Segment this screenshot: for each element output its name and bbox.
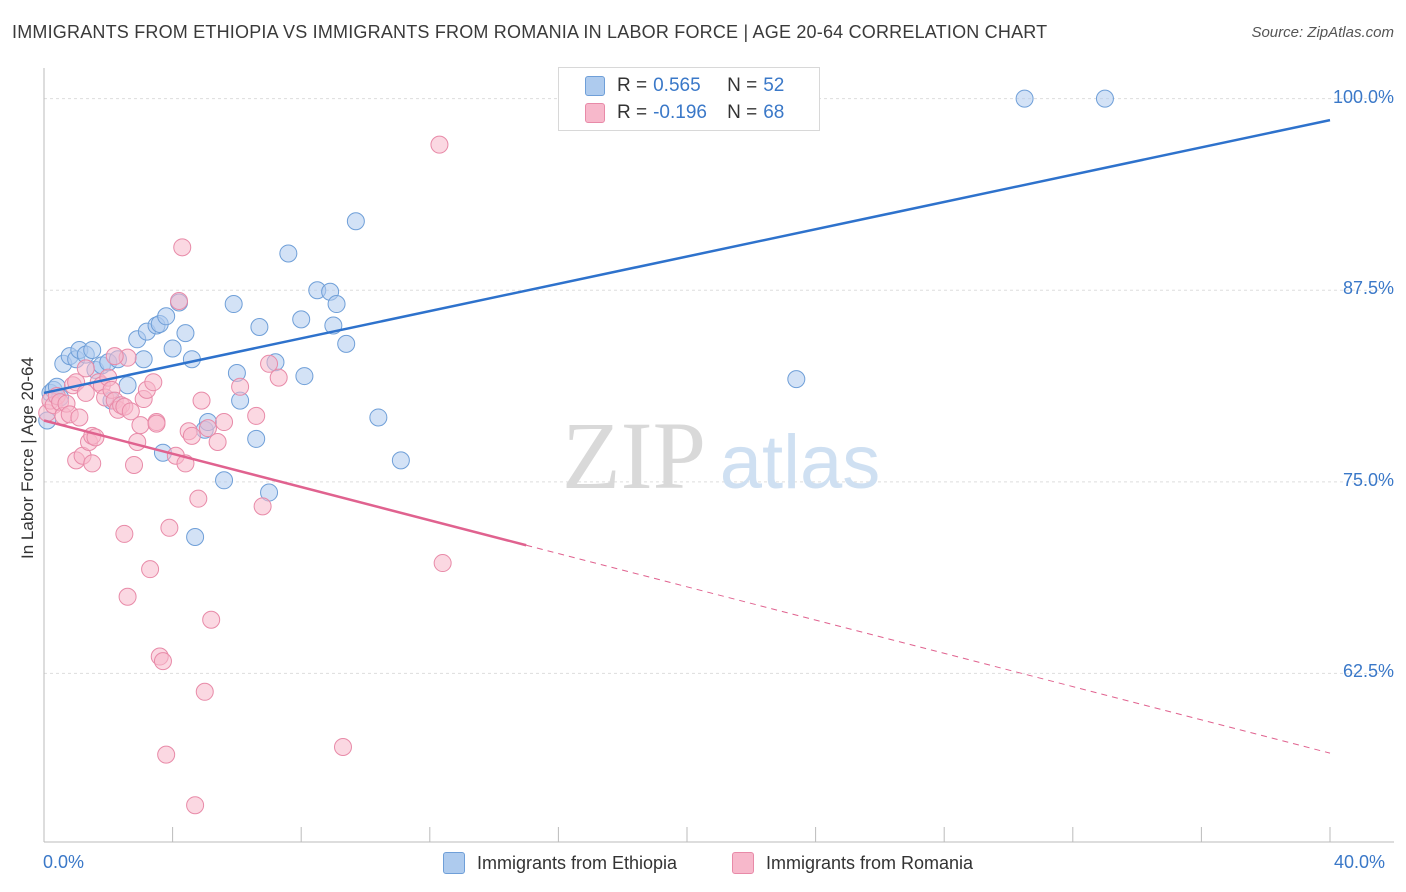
series-legend-ethiopia: Immigrants from Ethiopia: [443, 852, 677, 874]
legend-n-label: N =: [727, 75, 758, 96]
point-ethiopia: [186, 527, 205, 546]
point-ethiopia: [346, 212, 365, 231]
legend-r-label: R =: [617, 102, 648, 123]
trend-line-romania: [43, 419, 527, 547]
point-romania: [76, 359, 95, 378]
point-ethiopia: [279, 244, 298, 263]
point-ethiopia: [369, 408, 388, 427]
point-ethiopia: [295, 367, 314, 386]
point-romania: [430, 135, 449, 154]
point-romania: [215, 413, 234, 432]
trend-line-ethiopia: [43, 118, 1331, 395]
x-tick-label-max: 40.0%: [1334, 852, 1386, 872]
chart-source: Source: ZipAtlas.com: [1251, 24, 1394, 41]
point-ethiopia: [215, 471, 234, 490]
legend-n-value: 68: [763, 102, 785, 123]
series-legend-romania: Immigrants from Romania: [732, 852, 973, 874]
point-romania: [157, 745, 176, 764]
y-tick-label: 75.0%: [1342, 469, 1394, 490]
series-label-ethiopia: Immigrants from Ethiopia: [477, 852, 678, 873]
point-ethiopia: [1015, 89, 1034, 108]
point-ethiopia: [1095, 89, 1114, 108]
point-romania: [160, 518, 179, 537]
point-ethiopia: [337, 334, 356, 353]
y-tick-label: 87.5%: [1342, 278, 1394, 299]
point-romania: [208, 432, 227, 451]
watermark: ZIP atlas: [562, 402, 880, 509]
grid-lines: [44, 98, 1394, 674]
point-romania: [83, 454, 102, 473]
point-romania: [260, 354, 279, 373]
series-swatch-ethiopia: [443, 852, 465, 874]
point-ethiopia: [787, 370, 806, 389]
point-romania: [269, 368, 288, 387]
point-romania: [131, 416, 150, 435]
point-romania: [153, 652, 172, 671]
series-swatch-romania: [732, 852, 754, 874]
point-romania: [186, 796, 205, 815]
point-romania: [70, 408, 89, 427]
axes: [43, 68, 1394, 843]
legend-row-ethiopia: R = 0.565 N = 52: [585, 74, 784, 98]
legend-n-label: N =: [727, 102, 758, 123]
point-romania: [125, 455, 144, 474]
point-ethiopia: [118, 376, 137, 395]
point-ethiopia: [157, 307, 176, 326]
point-ethiopia: [134, 350, 153, 369]
point-romania: [189, 489, 208, 508]
point-ethiopia: [391, 451, 410, 470]
point-ethiopia: [176, 324, 195, 343]
trend-lines: [43, 118, 1331, 754]
y-tick-label: 62.5%: [1342, 661, 1394, 682]
legend-n-value: 52: [763, 75, 785, 96]
legend-swatch-ethiopia: [585, 76, 605, 96]
point-romania: [247, 406, 266, 425]
point-romania: [333, 737, 352, 756]
watermark-atlas: atlas: [720, 420, 881, 505]
legend-r-label: R =: [617, 75, 648, 96]
point-romania: [141, 560, 160, 579]
point-ethiopia: [327, 295, 346, 314]
point-romania: [170, 291, 189, 310]
series-label-romania: Immigrants from Romania: [766, 852, 974, 873]
point-romania: [253, 497, 272, 516]
point-romania: [433, 554, 452, 573]
y-tick-label: 100.0%: [1332, 86, 1394, 107]
correlation-legend: R = 0.565 N = 52 R = -0.196 N = 68: [558, 67, 820, 131]
watermark-zip: ZIP: [562, 402, 706, 509]
point-ethiopia: [292, 310, 311, 329]
data-points: [38, 89, 1114, 815]
point-ethiopia: [247, 429, 266, 448]
point-romania: [202, 610, 221, 629]
point-ethiopia: [83, 341, 102, 360]
chart-title: IMMIGRANTS FROM ETHIOPIA VS IMMIGRANTS F…: [12, 22, 1048, 42]
point-romania: [173, 238, 192, 257]
trend-line-romania-dashed: [526, 544, 1331, 754]
x-tick-label-min: 0.0%: [43, 852, 85, 872]
point-romania: [115, 524, 134, 543]
point-romania: [231, 377, 250, 396]
point-romania: [121, 402, 140, 421]
point-romania: [195, 682, 214, 701]
point-romania: [192, 391, 211, 410]
point-ethiopia: [224, 295, 243, 314]
point-romania: [198, 419, 217, 438]
point-romania: [147, 414, 166, 433]
point-romania: [118, 587, 137, 606]
legend-r-value: -0.196: [653, 102, 707, 123]
legend-r-value: 0.565: [653, 75, 701, 96]
legend-row-romania: R = -0.196 N = 68: [585, 101, 784, 125]
point-romania: [144, 373, 163, 392]
point-romania: [105, 347, 124, 366]
point-ethiopia: [250, 318, 269, 337]
legend-swatch-romania: [585, 103, 605, 123]
point-ethiopia: [163, 339, 182, 358]
point-romania: [182, 426, 201, 445]
